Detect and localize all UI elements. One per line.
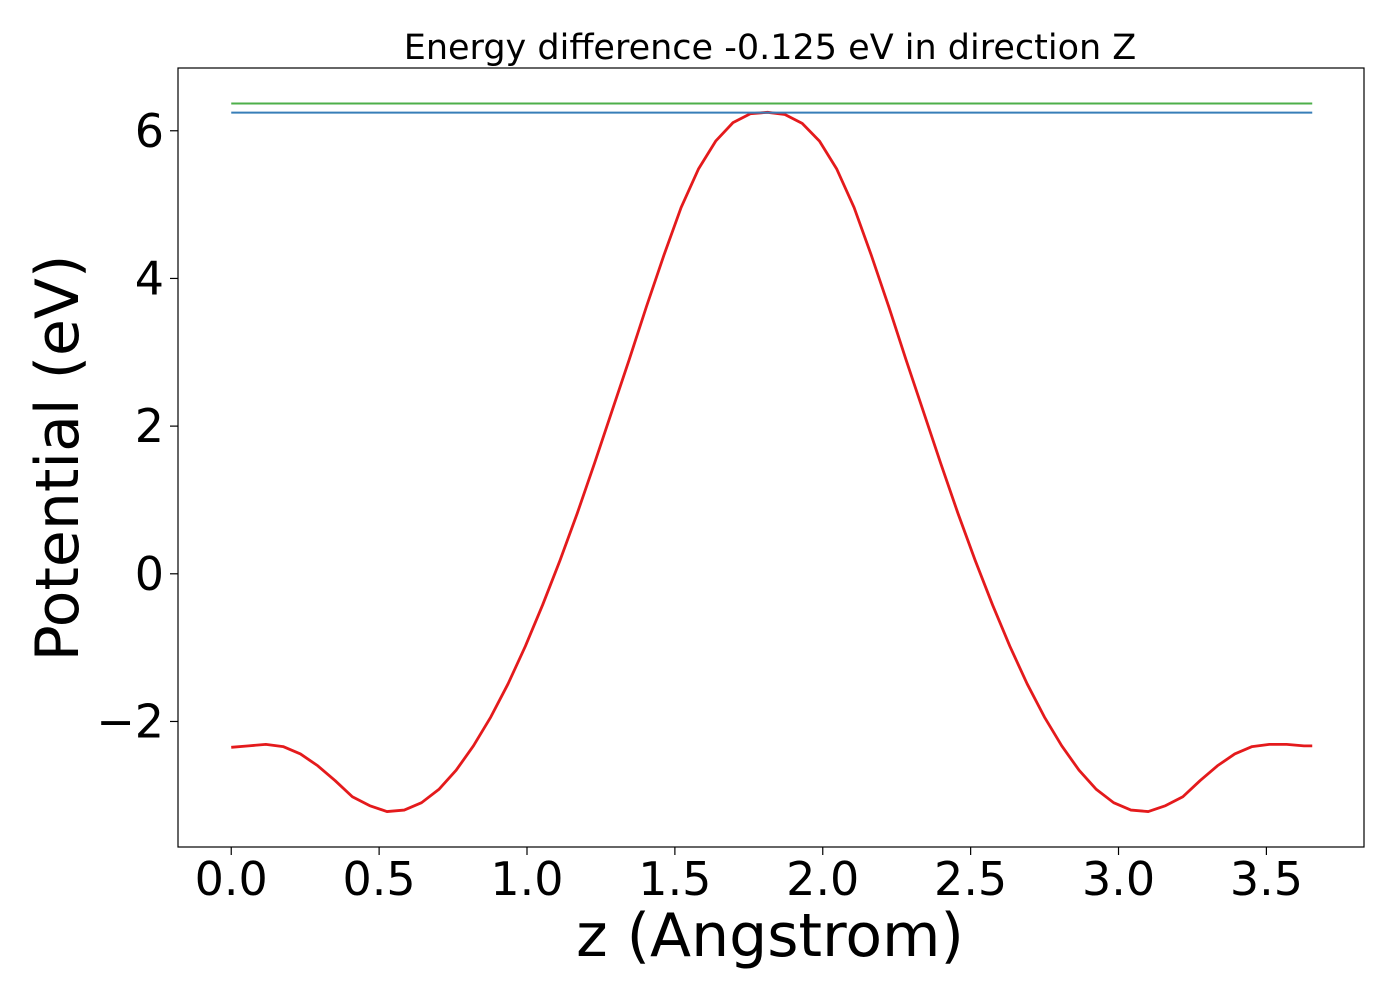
y-tick-label: 0 (135, 547, 164, 601)
x-tick-label: 1.5 (638, 852, 711, 906)
x-tick-label: 0.0 (195, 852, 268, 906)
plot-area-frame (177, 67, 1365, 848)
x-tick-label: 2.5 (934, 852, 1007, 906)
y-tick-label: 4 (135, 251, 164, 305)
x-tick-label: 3.0 (1082, 852, 1155, 906)
y-tick-label: 2 (135, 399, 164, 453)
y-tick-label: −2 (96, 694, 164, 748)
y-axis-label: Potential (eV) (23, 255, 93, 662)
y-tick-label: 6 (135, 104, 164, 158)
y-axis-ticks: −2 0 2 4 6 (96, 104, 178, 748)
x-tick-label: 1.0 (490, 852, 563, 906)
chart-title: Energy difference -0.125 eV in direction… (404, 28, 1137, 68)
x-tick-label: 0.5 (343, 852, 416, 906)
x-tick-label: 3.5 (1230, 852, 1303, 906)
series-layer (231, 102, 1313, 813)
x-axis-ticks: 0.0 0.5 1.0 1.5 2.0 2.5 3.0 3.5 (195, 847, 1303, 906)
x-axis-label: z (Angstrom) (576, 901, 964, 971)
x-tick-label: 2.0 (786, 852, 859, 906)
series-line-1 (231, 110, 1313, 813)
